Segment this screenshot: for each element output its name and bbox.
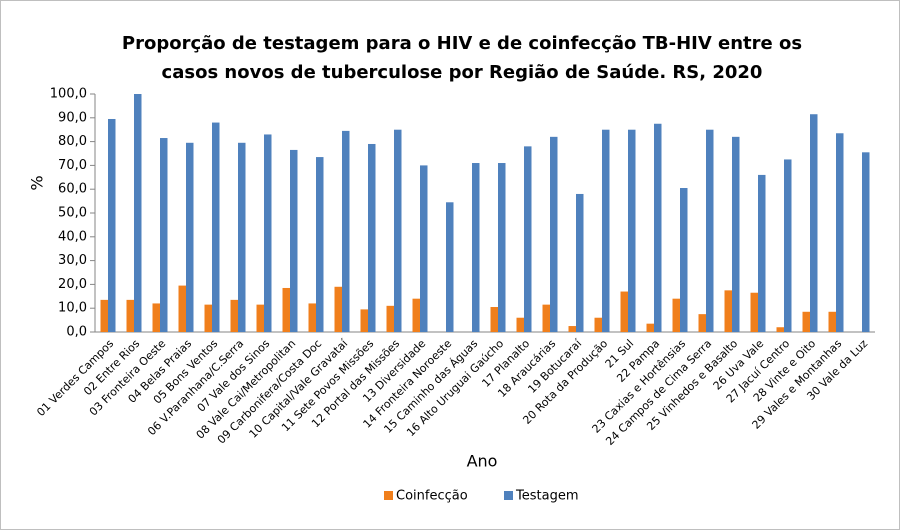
bar <box>836 133 844 332</box>
bar <box>160 138 168 332</box>
y-tick-label: 70,0 <box>58 158 87 173</box>
bar <box>264 134 272 332</box>
bar <box>776 327 784 332</box>
bar <box>446 202 454 332</box>
bar <box>368 143 376 332</box>
y-tick-label: 20,0 <box>58 277 87 292</box>
bar <box>490 307 498 332</box>
bar <box>230 299 238 332</box>
y-tick-label: 50,0 <box>58 206 87 221</box>
bar <box>680 188 688 332</box>
legend-text: Coinfecção <box>396 489 468 504</box>
y-tick-label: 60,0 <box>58 182 87 197</box>
bar <box>698 314 706 332</box>
bar <box>152 303 160 332</box>
y-tick-label: 100,0 <box>50 87 87 102</box>
bar <box>628 129 636 332</box>
bar <box>784 159 792 332</box>
y-tick-label: 80,0 <box>58 134 87 149</box>
y-tick-label: 10,0 <box>58 301 87 316</box>
bar <box>524 146 532 332</box>
bar <box>256 304 264 332</box>
bar <box>672 298 680 332</box>
bar <box>108 118 116 333</box>
bar <box>290 149 298 332</box>
bar <box>758 174 766 332</box>
bar <box>472 163 480 332</box>
bar <box>568 326 576 332</box>
bar <box>204 304 212 332</box>
bar <box>576 193 584 332</box>
bar <box>238 142 246 332</box>
y-tick-label: 40,0 <box>58 229 87 244</box>
y-axis-label: % <box>28 175 47 190</box>
y-tick-label: 0,0 <box>66 325 87 340</box>
bar <box>654 123 662 332</box>
bar <box>516 317 524 332</box>
bar <box>724 290 732 332</box>
bar <box>802 311 810 332</box>
legend-swatch <box>504 491 513 500</box>
bar <box>334 286 342 332</box>
bar <box>594 317 602 332</box>
chart-title: casos novos de tuberculose por Região de… <box>162 62 763 83</box>
bar <box>810 114 818 332</box>
bar <box>178 285 186 332</box>
bar <box>282 287 290 332</box>
bar <box>412 298 420 332</box>
bar <box>342 130 350 332</box>
bar <box>646 323 654 332</box>
bar <box>100 299 108 332</box>
bar <box>134 94 142 332</box>
legend-swatch <box>384 491 393 500</box>
bar <box>862 152 870 332</box>
bar <box>386 305 394 332</box>
bar <box>498 163 506 332</box>
y-tick-label: 90,0 <box>58 110 87 125</box>
bar <box>186 142 194 332</box>
bar <box>732 136 740 332</box>
bar <box>316 157 324 332</box>
chart-title: Proporção de testagem para o HIV e de co… <box>122 33 802 54</box>
bar <box>620 291 628 332</box>
bar <box>212 122 220 332</box>
y-tick-label: 30,0 <box>58 253 87 268</box>
bar <box>420 165 428 332</box>
bar <box>360 309 368 332</box>
bar <box>550 136 558 332</box>
bar <box>126 299 134 332</box>
bar <box>602 129 610 332</box>
bar <box>308 303 316 332</box>
bar <box>706 129 714 332</box>
legend-text: Testagem <box>515 489 578 504</box>
bar <box>750 292 758 332</box>
bar <box>542 304 550 332</box>
x-axis-label: Ano <box>467 452 498 471</box>
bar <box>828 311 836 332</box>
bar <box>394 129 402 332</box>
